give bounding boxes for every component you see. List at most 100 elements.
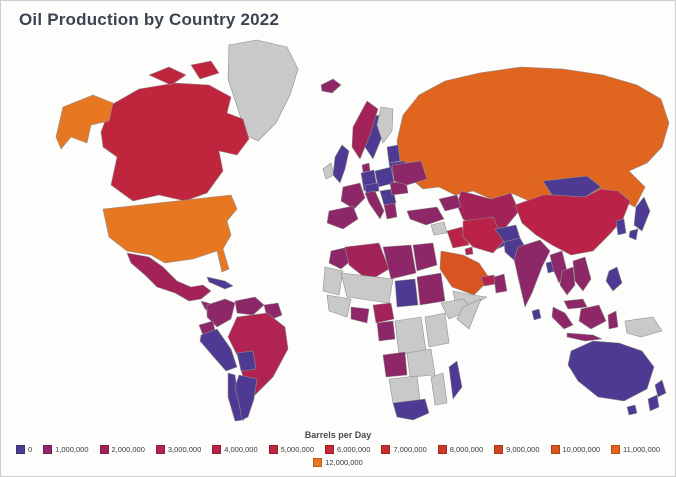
country-iceland[interactable] — [320, 78, 342, 94]
country-egypt[interactable] — [412, 242, 438, 272]
legend: Barrels per Day 0 1,000,000 2,000,000 3,000… — [1, 430, 675, 471]
country-turkey[interactable] — [406, 206, 445, 226]
legend-item[interactable]: 10,000,000 — [550, 445, 600, 454]
country-iran[interactable] — [462, 216, 505, 254]
region-west-africa[interactable] — [326, 294, 352, 318]
legend-item[interactable]: 6,000,000 — [325, 445, 370, 454]
country-indonesia-sulawesi[interactable] — [607, 310, 619, 330]
country-south-africa[interactable] — [392, 398, 430, 421]
legend-item[interactable]: 7,000,000 — [381, 445, 427, 454]
region-east-africa[interactable] — [424, 312, 450, 348]
country-norway[interactable] — [351, 100, 379, 160]
country-syria[interactable] — [430, 221, 448, 236]
region-west-sahara[interactable] — [322, 266, 344, 296]
country-ukraine[interactable] — [391, 160, 428, 186]
country-canada[interactable] — [100, 82, 250, 202]
country-libya[interactable] — [382, 244, 417, 280]
country-russia[interactable] — [396, 66, 670, 208]
legend-item-label: 7,000,000 — [393, 445, 427, 454]
legend-item-label: 4,000,000 — [224, 445, 258, 454]
country-japan[interactable] — [633, 196, 651, 232]
legend-item[interactable]: 5,000,000 — [268, 445, 314, 454]
legend-swatch — [611, 445, 621, 454]
legend-item[interactable]: 8,000,000 — [437, 445, 484, 454]
legend-swatch — [212, 445, 222, 454]
country-papua-new-guinea[interactable] — [624, 316, 663, 338]
country-somalia[interactable] — [456, 298, 482, 330]
country-australia[interactable] — [567, 340, 655, 402]
country-japan-south[interactable] — [628, 228, 639, 241]
country-mexico[interactable] — [126, 252, 212, 302]
country-usa[interactable] — [102, 194, 238, 273]
country-ghana[interactable] — [350, 306, 370, 324]
country-colombia[interactable] — [206, 298, 236, 328]
country-chad[interactable] — [394, 278, 419, 308]
legend-item[interactable]: 9,000,000 — [494, 445, 540, 454]
country-india[interactable] — [513, 239, 551, 308]
country-gabon[interactable] — [376, 320, 396, 342]
country-greenland[interactable] — [227, 39, 299, 142]
country-drc[interactable] — [394, 316, 427, 356]
legend-item[interactable]: 4,000,000 — [212, 445, 258, 454]
country-algeria[interactable] — [344, 242, 390, 282]
legend-row-2: 12,000,000 — [1, 458, 675, 467]
country-sudan[interactable] — [416, 272, 446, 306]
country-uae[interactable] — [480, 274, 497, 287]
legend-swatch — [99, 445, 109, 454]
legend-item-label: 12,000,000 — [325, 458, 363, 467]
country-argentina[interactable] — [234, 374, 258, 421]
country-malaysia[interactable] — [563, 298, 588, 310]
country-venezuela[interactable] — [234, 296, 265, 316]
country-australia-tasmania[interactable] — [626, 404, 638, 416]
country-saudi-arabia[interactable] — [439, 250, 491, 296]
country-sri-lanka[interactable] — [531, 308, 542, 321]
legend-swatch — [155, 445, 165, 454]
country-austria[interactable] — [364, 182, 380, 194]
legend-item[interactable]: 12,000,000 — [313, 458, 363, 467]
country-mongolia[interactable] — [542, 175, 602, 198]
country-angola[interactable] — [382, 351, 408, 378]
country-nigeria[interactable] — [372, 302, 395, 324]
country-denmark[interactable] — [361, 162, 371, 173]
country-philippines[interactable] — [605, 266, 623, 292]
legend-item[interactable]: 1,000,000 — [43, 445, 89, 454]
country-madagascar[interactable] — [448, 360, 463, 400]
country-spain[interactable] — [326, 205, 359, 230]
country-usa-alaska[interactable] — [55, 94, 114, 150]
region-baltics[interactable] — [386, 144, 401, 164]
country-france[interactable] — [340, 182, 366, 210]
country-new-zealand-north[interactable] — [654, 379, 667, 398]
country-kuwait[interactable] — [464, 246, 474, 256]
legend-item-label: 9,000,000 — [506, 445, 540, 454]
country-finland[interactable] — [376, 106, 394, 144]
country-indonesia-borneo[interactable] — [578, 304, 607, 330]
legend-item[interactable]: 0 — [15, 445, 32, 454]
country-mozambique[interactable] — [430, 372, 448, 406]
legend-item[interactable]: 11,000,000 — [611, 445, 660, 454]
country-cuba[interactable] — [206, 276, 234, 290]
country-greece[interactable] — [383, 202, 398, 220]
country-bolivia[interactable] — [236, 350, 257, 372]
country-italy[interactable] — [364, 190, 385, 220]
country-azerbaijan[interactable] — [438, 194, 462, 212]
legend-swatch — [494, 445, 504, 454]
legend-title: Barrels per Day — [304, 430, 372, 440]
country-korea[interactable] — [615, 218, 627, 236]
legend-item[interactable]: 2,000,000 — [99, 445, 145, 454]
legend-item[interactable]: 3,000,000 — [155, 445, 201, 454]
legend-item-label: 8,000,000 — [449, 445, 484, 454]
country-namibia-botswana[interactable] — [388, 375, 421, 404]
country-new-zealand-south[interactable] — [647, 394, 660, 412]
country-peru[interactable] — [199, 328, 238, 372]
country-canada-arctic-island-2[interactable] — [190, 60, 220, 80]
country-brazil[interactable] — [227, 312, 289, 396]
country-indonesia-sumatra[interactable] — [551, 306, 574, 330]
legend-swatch — [381, 445, 391, 454]
country-indonesia-java[interactable] — [566, 332, 603, 342]
country-vietnam[interactable] — [572, 256, 592, 292]
country-thailand[interactable] — [559, 266, 576, 296]
country-oman[interactable] — [493, 273, 508, 294]
country-zambia[interactable] — [406, 348, 436, 378]
country-canada-arctic-island[interactable] — [148, 66, 187, 86]
country-uk[interactable] — [332, 144, 350, 184]
